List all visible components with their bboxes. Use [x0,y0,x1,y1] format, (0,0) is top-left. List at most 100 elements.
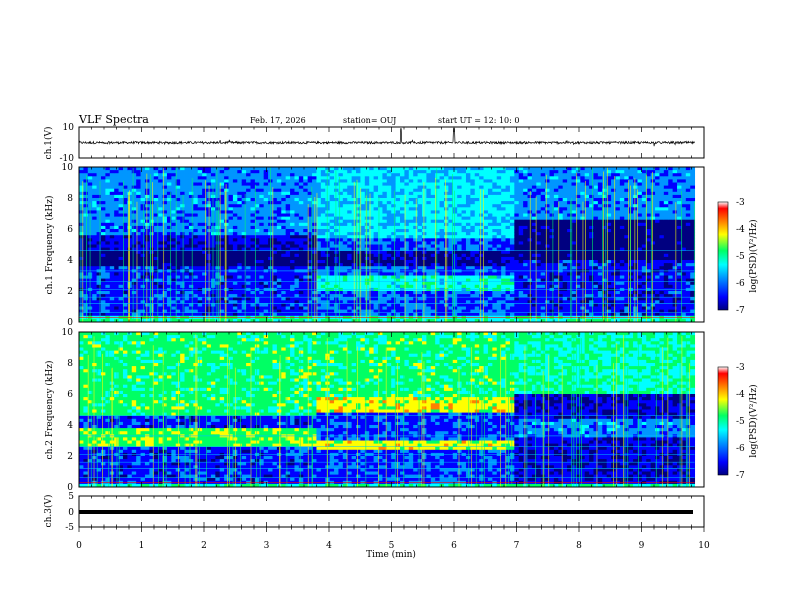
spectrogram-cell [461,194,467,199]
spectrogram-cell [496,182,502,186]
spectrogram-cell [439,170,445,174]
spectrogram-cell [294,291,300,295]
spectrogram-cell [171,170,177,174]
spectrogram-cell [100,253,106,258]
spectrogram-cell [307,229,313,233]
spectrogram-cell [452,207,458,211]
spectrogram-cell [395,263,401,267]
spectrogram-cell [237,222,243,227]
spectrogram-cell [144,312,150,317]
spectrogram-cell [136,179,141,183]
spectrogram-cell [479,263,484,267]
spectrogram-cell [285,263,291,267]
spectrogram-cell [237,244,243,248]
spectrogram-cell [430,303,436,307]
spectrogram-cell [461,253,467,258]
spectrogram-cell [342,275,348,279]
spectrogram-cell [193,222,199,227]
spectrogram-cell [83,309,89,314]
spectrogram-cell [100,263,106,267]
spectrogram-cell [483,238,489,242]
spectrogram-cell [96,182,102,186]
spectrogram-cell [272,260,278,264]
spectrogram-cell [386,297,392,301]
spectrogram-cell [250,188,256,193]
spectrogram-cell [215,272,221,276]
spectrogram-cell [237,191,243,196]
spectrogram-cell [378,176,383,180]
spectrogram-cell [325,256,331,261]
spectrogram-cell [298,312,304,317]
spectrogram-cell [254,213,260,217]
spectrogram-cell [136,318,141,323]
spectrogram-cell [320,244,326,248]
spectrogram-cell [149,194,155,199]
spectrogram-cell [364,170,370,174]
spectrogram-cell [166,250,172,255]
spectrogram-cell [386,241,392,245]
spectrogram-cell [360,198,366,202]
spectrogram-cell [219,176,225,180]
spectrogram-cell [316,204,322,208]
spectrogram-cell [144,210,150,214]
spectrogram-cell [263,207,269,211]
spectrogram-cell [479,241,484,245]
spectrogram-cell [153,241,159,245]
spectrogram-cell [378,244,383,248]
spectrogram-cell [237,291,243,295]
spectrogram-cell [303,170,309,174]
spectrogram-cell [96,263,102,267]
spectrogram-cell [193,182,199,186]
spectrogram-cell [136,291,141,295]
spectrogram-cell [298,210,304,214]
spectrogram-cell [386,185,392,190]
spectrogram-cell [224,300,229,304]
spectrogram-cell [382,225,388,230]
spectrogram-cell [395,182,401,186]
spectrogram-cell [272,179,278,183]
spectrogram-cell [228,204,234,208]
spectrogram-cell [421,244,427,248]
spectrogram-cell [290,167,295,171]
spectrogram-cell [109,291,115,295]
spectrogram-cell [272,303,278,307]
spectrogram-cell [378,167,383,171]
spectrogram-cell [382,250,388,255]
spectrogram-cell [241,272,247,276]
spectrogram-cell [184,272,190,276]
spectrogram-cell [180,250,185,255]
spectrogram-cell [320,312,326,317]
spectrogram-cell [153,201,159,205]
spectrogram-cell [426,241,432,245]
spectrogram-cell [118,207,124,211]
spectrogram-cell [144,201,150,205]
spectrogram-cell [395,250,401,255]
spectrogram-cell [391,275,397,279]
spectrogram-cell [356,204,361,208]
spectrogram-cell [79,260,84,264]
spectrogram-cell [228,300,234,304]
spectrogram-cell [166,312,172,317]
spectrogram-cell [281,176,287,180]
spectrogram-cell [290,275,295,279]
spectrogram-cell [122,281,128,286]
spectrogram-cell [109,272,115,276]
spectrogram-cell [496,198,502,202]
spectrogram-cell [430,309,436,314]
spectrogram-cell [184,244,190,248]
spectrogram-cell [184,229,190,233]
spectrogram-cell [347,173,353,177]
spectrogram-cell [400,312,405,317]
spectrogram-cell [307,232,313,236]
spectrogram-cell [360,303,366,307]
spectrogram-cell [342,216,348,221]
spectrogram-cell [162,260,168,264]
spectrogram-cell [276,188,282,193]
spectrogram-cell [193,167,199,171]
spectrogram-cell [149,266,155,270]
spectrogram-cell [158,219,163,224]
spectrogram-cell [171,318,177,323]
spectrogram-cell [452,278,458,283]
spectrogram-cell [92,191,97,196]
spectrogram-cell [391,294,397,298]
